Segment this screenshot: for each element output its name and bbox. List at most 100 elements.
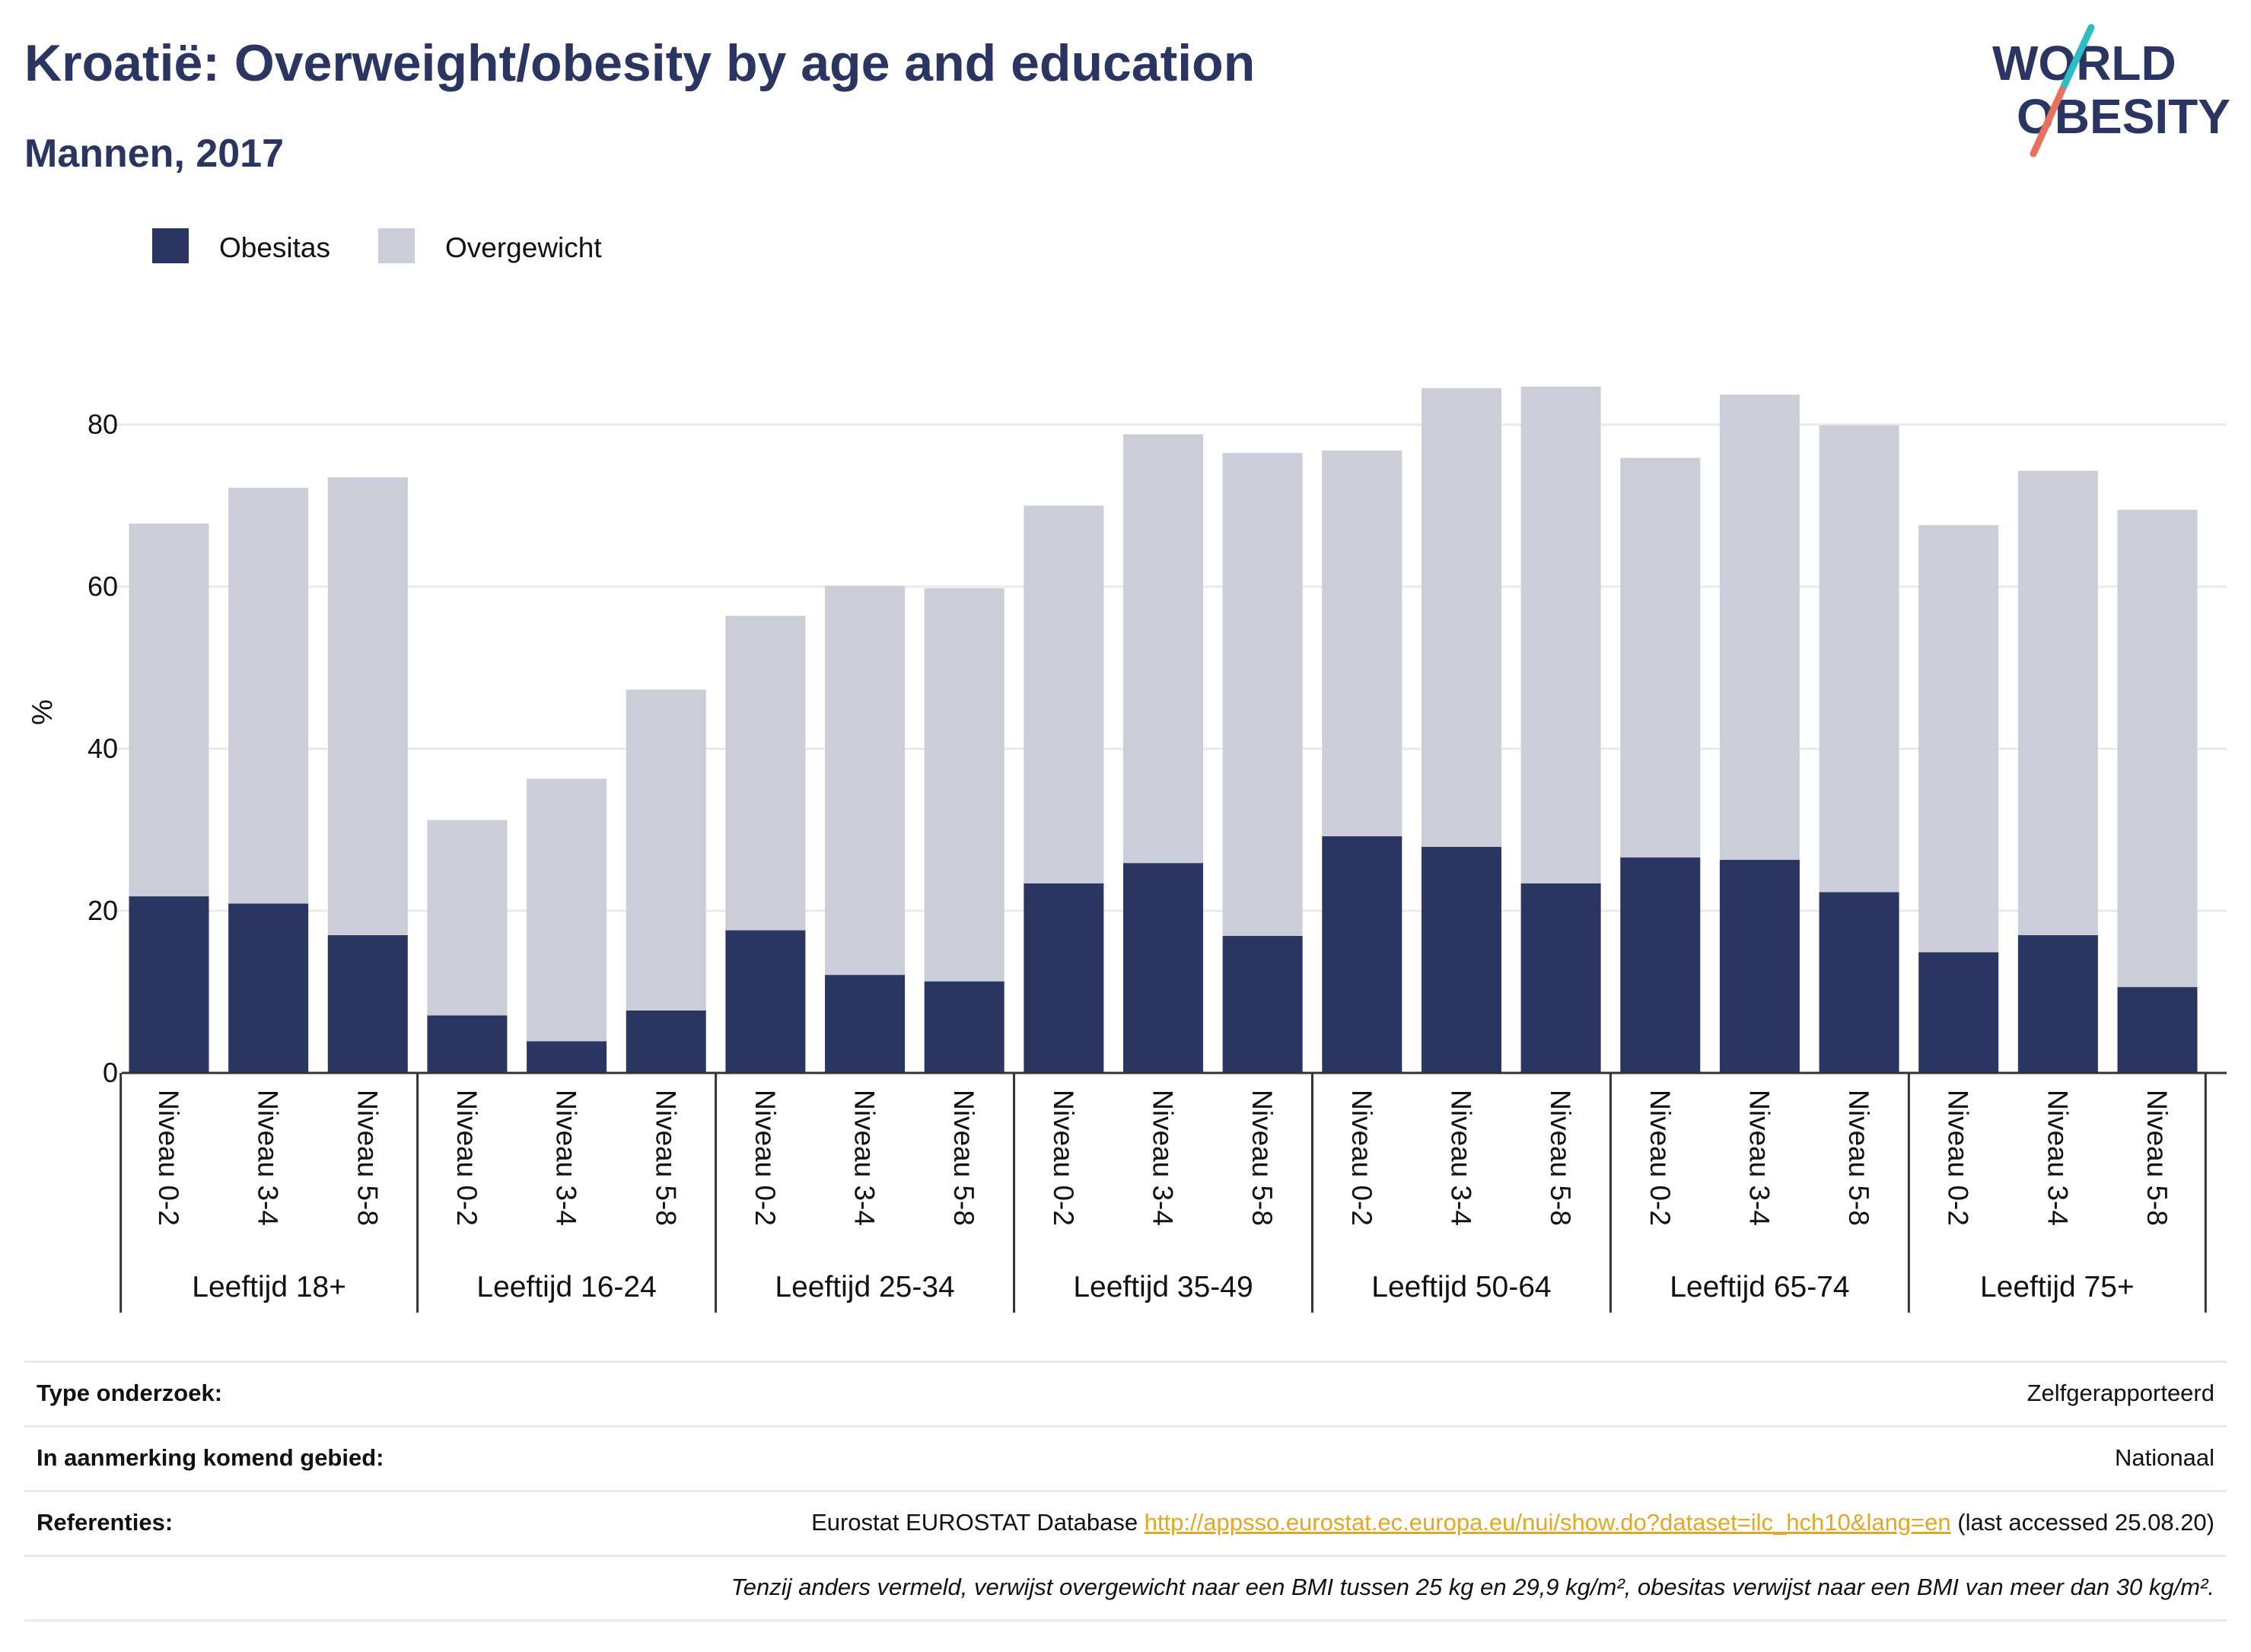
x-tick-label: Niveau 3-4 [1445,1090,1476,1226]
group-label: Leeftijd 18+ [192,1271,346,1303]
legend-label-1: Overgewicht [445,232,602,263]
bar-overgewicht [626,689,706,1011]
bar-overgewicht [2117,509,2198,988]
x-tick-label: Niveau 3-4 [551,1090,582,1226]
bar-overgewicht [725,616,806,931]
bar-obesitas [129,896,209,1073]
bar-overgewicht [427,820,508,1016]
bar-obesitas [1024,883,1104,1073]
legend-swatch-1 [378,228,415,263]
bar-obesitas [1421,846,1501,1073]
info-table: Type onderzoek: Zelfgerapporteerd In aan… [24,1361,2227,1622]
bar-overgewicht [327,477,408,935]
x-tick-label: Niveau 3-4 [849,1090,880,1226]
bar-obesitas [1520,883,1601,1073]
bar-overgewicht [1520,386,1601,883]
x-tick-label: Niveau 0-2 [1943,1090,1974,1226]
info-label-references: Referenties: [37,1509,174,1536]
bar-obesitas [527,1041,607,1073]
info-note: Tenzij anders vermeld, verwijst overgewi… [731,1574,2214,1600]
bar-overgewicht [129,523,209,896]
bar-obesitas [2117,987,2198,1073]
page-title: Kroatië: Overweight/obesity by age and e… [24,34,1256,92]
bar-overgewicht [1222,453,1303,937]
bar-obesitas [228,903,309,1073]
bar-overgewicht [924,588,1005,982]
x-tick-label: Niveau 5-8 [948,1090,979,1226]
x-tick-label: Niveau 0-2 [153,1090,184,1226]
x-tick-label: Niveau 0-2 [750,1090,781,1226]
bar-obesitas [327,934,408,1073]
info-value-survey-type: Zelfgerapporteerd [2027,1380,2214,1406]
y-tick-label: 80 [88,409,118,440]
x-tick-label: Niveau 0-2 [451,1090,482,1226]
bar-obesitas [1123,863,1203,1073]
legend-label-0: Obesitas [219,232,330,263]
x-tick-label: Niveau 3-4 [253,1090,284,1226]
bar-obesitas [825,975,906,1073]
bar-overgewicht [2017,470,2098,935]
x-tick-label: Niveau 3-4 [2042,1090,2073,1226]
reference-prefix: Eurostat EUROSTAT Database [811,1509,1145,1536]
x-tick-label: Niveau 5-8 [352,1090,383,1226]
x-tick-label: Niveau 5-8 [1545,1090,1576,1226]
bar-overgewicht [527,778,607,1042]
y-tick-label: 0 [103,1057,118,1088]
world-obesity-logo: WORLD OBESITY [1992,24,2230,158]
x-tick-label: Niveau 3-4 [1148,1090,1179,1226]
bar-overgewicht [1322,450,1402,837]
bar-obesitas [924,981,1005,1073]
group-label: Leeftijd 35-49 [1073,1271,1253,1303]
bar-obesitas [2017,934,2098,1073]
y-axis-label: % [27,699,59,725]
x-tick-label: Niveau 0-2 [1644,1090,1676,1226]
x-tick-label: Niveau 5-8 [1246,1090,1278,1226]
bar-obesitas [1819,892,1899,1073]
x-tick-label: Niveau 0-2 [1346,1090,1377,1226]
bar-obesitas [1918,952,1999,1073]
y-tick-label: 40 [88,733,118,764]
bar-overgewicht [1024,505,1104,883]
bar-overgewicht [1421,388,1501,847]
chart-labels: 0 20 40 60 80% Niveau 0-2 Niveau 3-4 Niveau 5-8… [27,409,2173,1303]
chart-axes [119,1071,2227,1313]
x-tick-label: Niveau 0-2 [1048,1090,1079,1226]
stacked-bar-chart: Obesitas Overgewicht 0 20 40 60 80% Niveau 0-2… [27,228,2227,1313]
bar-obesitas [1719,859,1800,1073]
group-label: Leeftijd 65-74 [1670,1271,1849,1303]
bar-overgewicht [228,488,309,904]
info-row-survey-type: Type onderzoek: Zelfgerapporteerd [24,1361,2227,1425]
info-label-area: In aanmerking komend gebied: [37,1444,384,1471]
bar-obesitas [1322,836,1402,1073]
bar-obesitas [725,930,806,1073]
group-label: Leeftijd 25-34 [775,1271,954,1303]
x-tick-label: Niveau 5-8 [2141,1090,2173,1226]
y-tick-label: 20 [88,895,118,926]
chart-legend: Obesitas Overgewicht [152,228,602,263]
bar-obesitas [427,1015,508,1073]
info-label-survey-type: Type onderzoek: [37,1380,223,1406]
bar-overgewicht [1620,457,1701,858]
y-tick-label: 60 [88,571,118,602]
logo-slash-top [2058,24,2095,94]
group-label: Leeftijd 50-64 [1371,1271,1551,1303]
x-tick-label: Niveau 5-8 [1843,1090,1874,1226]
x-tick-label: Niveau 3-4 [1743,1090,1775,1226]
x-tick-label: Niveau 5-8 [650,1090,681,1226]
info-value-references: Eurostat EUROSTAT Database http://appsso… [811,1509,2214,1536]
bar-overgewicht [825,585,906,976]
reference-link[interactable]: http://appsso.eurostat.ec.europa.eu/nui/… [1144,1509,1951,1536]
info-row-note: Tenzij anders vermeld, verwijst overgewi… [24,1555,2227,1622]
logo-slash-bottom [2030,86,2066,158]
reference-suffix: (last accessed 25.08.20) [1950,1509,2214,1536]
group-label: Leeftijd 16-24 [476,1271,656,1303]
info-row-references: Referenties: Eurostat EUROSTAT Database … [24,1490,2227,1555]
bar-overgewicht [1719,394,1800,860]
page-subtitle: Mannen, 2017 [24,132,285,176]
bar-overgewicht [1819,425,1899,893]
group-label: Leeftijd 75+ [1980,1271,2135,1303]
bar-obesitas [1222,936,1303,1073]
bar-overgewicht [1123,434,1203,864]
info-value-area: Nationaal [2115,1444,2214,1471]
info-row-area: In aanmerking komend gebied: Nationaal [24,1425,2227,1490]
